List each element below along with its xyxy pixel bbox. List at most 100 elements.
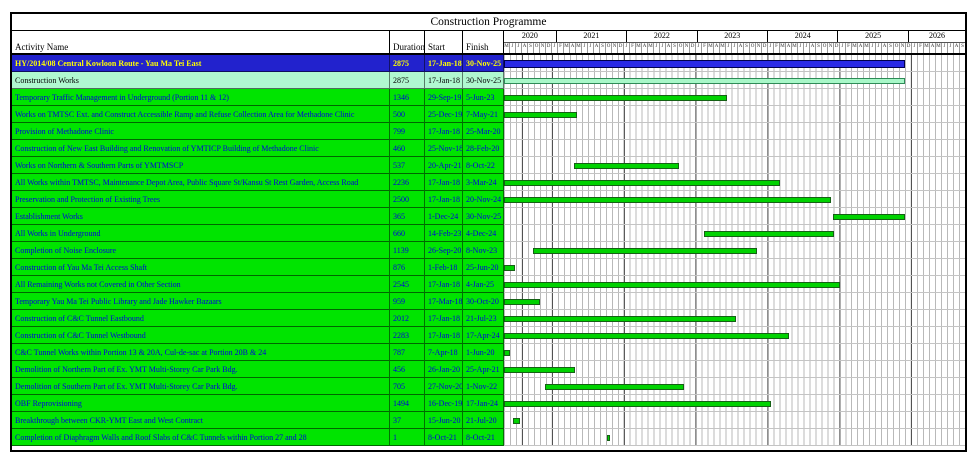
activity-row: Provision of Methadone Clinic 799 17-Jan-1… — [12, 123, 965, 140]
gantt-bar — [532, 248, 758, 254]
column-header-duration: Duration — [390, 31, 425, 53]
month-label: M — [564, 43, 570, 53]
duration-cell: 799 — [390, 123, 425, 140]
year-label-2026: 2026 — [928, 31, 945, 40]
start-cell: 29-Sep-19 — [425, 89, 463, 106]
finish-cell: 30-Nov-25 — [463, 55, 504, 72]
activity-name-cell: Breakthrough between CKR-YMT East and We… — [12, 412, 390, 429]
gantt-bar — [504, 95, 727, 101]
activity-row: Construction of C&C Tunnel Eastbound 2012… — [12, 310, 965, 327]
month-label: N — [828, 43, 834, 53]
duration-cell: 1494 — [390, 395, 425, 412]
gantt-bar — [504, 401, 771, 407]
month-label: J — [654, 43, 660, 53]
gantt-chart-cell — [504, 72, 965, 89]
gantt-bar — [504, 282, 841, 288]
month-label: J — [948, 43, 954, 53]
month-label: J — [726, 43, 732, 53]
duration-cell: 660 — [390, 225, 425, 242]
gantt-chart-cell — [504, 225, 965, 242]
month-label: A — [810, 43, 816, 53]
activity-row: HY/2014/08 Central Kowloon Route - Yau M… — [12, 55, 965, 72]
month-label: A — [714, 43, 720, 53]
gantt-bar — [704, 231, 835, 237]
gantt-chart-cell — [504, 378, 965, 395]
activity-name-cell: Demolition of Northern Part of Ex. YMT M… — [12, 361, 390, 378]
gantt-bar — [512, 418, 521, 424]
start-cell: 17-Jan-18 — [425, 276, 463, 293]
year-label-2023: 2023 — [698, 31, 768, 42]
month-label: F — [630, 43, 636, 53]
gantt-bar — [545, 384, 684, 390]
month-label: J — [582, 43, 588, 53]
finish-cell: 21-Jul-20 — [463, 412, 504, 429]
month-label: O — [678, 43, 684, 53]
year-label-2022: 2022 — [627, 31, 698, 42]
gantt-chart-cell — [504, 310, 965, 327]
gantt-chart-cell — [504, 157, 965, 174]
activity-name-cell: All Works in Underground — [12, 225, 390, 242]
month-label: J — [912, 43, 918, 53]
month-label: S — [888, 43, 894, 53]
month-label: D — [618, 43, 624, 53]
finish-cell: 30-Oct-20 — [463, 293, 504, 310]
finish-cell: 25-Jun-20 — [463, 259, 504, 276]
activity-row: Construction of New East Building and Re… — [12, 140, 965, 157]
activity-row: Works on Northern & Southern Parts of YM… — [12, 157, 965, 174]
month-label: F — [846, 43, 852, 53]
finish-cell: 30-Nov-25 — [463, 72, 504, 89]
activity-name-cell: Construction of Yau Ma Tei Access Shaft — [12, 259, 390, 276]
table-header-row: Activity Name Duration Start Finish 2020… — [12, 31, 965, 55]
start-cell: 17-Jan-18 — [425, 123, 463, 140]
month-label: A — [594, 43, 600, 53]
month-label: N — [540, 43, 546, 53]
activity-name-cell: Provision of Methadone Clinic — [12, 123, 390, 140]
start-cell: 17-Jan-18 — [425, 174, 463, 191]
column-header-finish: Finish — [463, 31, 504, 53]
page-title: Construction Programme — [12, 14, 965, 31]
duration-cell: 537 — [390, 157, 425, 174]
month-label: N — [684, 43, 690, 53]
month-label: A — [882, 43, 888, 53]
finish-cell: 17-Apr-24 — [463, 327, 504, 344]
activity-name-cell: OBF Reprovisioning — [12, 395, 390, 412]
month-label: J — [804, 43, 810, 53]
gantt-chart-cell — [504, 55, 965, 72]
finish-cell: 7-May-21 — [463, 106, 504, 123]
start-cell: 26-Sep-20 — [425, 242, 463, 259]
duration-cell: 2545 — [390, 276, 425, 293]
month-label: F — [702, 43, 708, 53]
month-label: D — [834, 43, 840, 53]
start-cell: 17-Jan-18 — [425, 327, 463, 344]
month-label: F — [918, 43, 924, 53]
month-label: O — [534, 43, 540, 53]
month-label: M — [636, 43, 642, 53]
duration-cell: 876 — [390, 259, 425, 276]
duration-cell: 500 — [390, 106, 425, 123]
month-label: O — [822, 43, 828, 53]
activity-row: Construction Works 2875 17-Jan-18 30-Nov-25 — [12, 72, 965, 89]
finish-cell: 30-Nov-25 — [463, 208, 504, 225]
gantt-chart-cell — [504, 293, 965, 310]
month-label: O — [606, 43, 612, 53]
gantt-chart-cell — [504, 140, 965, 157]
activity-name-cell: C&C Tunnel Works within Portion 13 & 20A… — [12, 344, 390, 361]
activity-row: OBF Reprovisioning 1494 16-Dec-19 17-Jan-24 — [12, 395, 965, 412]
gantt-bar — [607, 435, 611, 441]
activity-row: All Remaining Works not Covered in Other… — [12, 276, 965, 293]
finish-cell: 3-Mar-24 — [463, 174, 504, 191]
duration-cell: 456 — [390, 361, 425, 378]
month-label: M — [720, 43, 726, 53]
activity-name-cell: Temporary Traffic Management in Undergro… — [12, 89, 390, 106]
duration-cell: 2283 — [390, 327, 425, 344]
finish-cell: 1-Nov-22 — [463, 378, 504, 395]
duration-cell: 2875 — [390, 55, 425, 72]
month-label: A — [570, 43, 576, 53]
activity-name-cell: Construction of C&C Tunnel Eastbound — [12, 310, 390, 327]
month-label: N — [900, 43, 906, 53]
activity-row: Construction of Yau Ma Tei Access Shaft 8… — [12, 259, 965, 276]
month-label: M — [792, 43, 798, 53]
duration-cell: 460 — [390, 140, 425, 157]
month-label: J — [798, 43, 804, 53]
activity-row: Breakthrough between CKR-YMT East and We… — [12, 412, 965, 429]
